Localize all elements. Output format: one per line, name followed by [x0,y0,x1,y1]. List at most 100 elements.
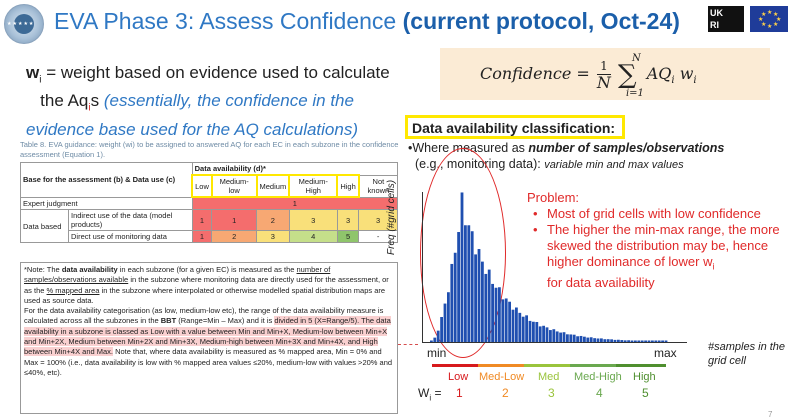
cell: 3 [358,209,398,231]
range-segment-low [432,364,478,367]
range-segment-med-low [478,364,524,367]
histogram-bar [542,325,545,342]
histogram-bar [552,329,556,342]
histogram-bar [651,340,654,342]
histogram-bar [569,334,573,342]
weight-5: 5 [642,386,649,400]
histogram-bar [661,340,664,342]
slide-title: EVA Phase 3: Assess Confidence (current … [54,8,680,34]
cell: 2 [211,230,258,243]
cell: 5 [336,230,360,243]
col-medium: Medium [255,174,291,198]
weights-label: Wi = [418,386,442,403]
range-segment-high [616,364,666,367]
problem-title: Problem: [527,190,580,205]
histogram-bar [532,321,535,342]
histogram-bar [487,269,491,342]
histogram-bar [440,317,443,342]
weight-3: 3 [548,386,555,400]
weight-4: 4 [596,386,603,400]
histogram-bar [494,287,498,342]
histogram-bar [610,339,613,342]
col-not-known: Not known [358,174,398,198]
histogram-bar [586,337,590,342]
histogram-bar [498,287,501,342]
histogram-bar [436,330,440,342]
histogram-bar [477,249,481,342]
histogram-bar [572,334,576,342]
histogram-bar [559,332,562,342]
range-segment-med-high [570,364,616,367]
histogram-bar [640,340,644,342]
table-header-top: Data availability (d)* [191,162,399,176]
cell: 3 [288,209,338,231]
histogram-bar [470,231,474,342]
histogram-bar [501,299,505,342]
histogram-bar [593,338,596,342]
histogram-bar [596,338,600,342]
problem-box: Problem: Most of grid cells with low con… [527,190,794,291]
histogram [430,192,668,342]
histogram-bar [545,327,549,342]
problem-bullet: The higher the min-max range, the more s… [533,222,794,291]
histogram-bar [464,225,467,342]
cell: 1 [191,230,213,243]
histogram-bar [647,340,651,342]
category-low: Low [448,371,469,383]
row-label-indirect: Indirect use of the data (model products… [68,209,193,231]
histogram-bar [457,232,460,342]
histogram-bar [491,283,494,342]
histogram-bar [515,307,518,342]
histogram-bar [589,337,593,342]
x-axis-label: #samples in the grid cell [708,341,786,367]
cell-expert: 1 [191,196,399,210]
dashed-connector [398,344,418,345]
cell: 4 [288,230,338,243]
page-number: 7 [768,410,773,419]
histogram-bar [484,273,488,342]
histogram-bar [603,339,607,342]
histogram-bar [508,301,511,342]
histogram-bar [511,309,515,342]
table-header-left: Base for the assessment (b) & Data use (… [20,162,193,198]
y-axis-label: Freq (#grid cells) [386,179,397,255]
classification-text: •Where measured as number of samples/obs… [408,141,725,171]
weight-definition: wi = weight based on evidence used to ca… [26,63,390,139]
axis-max-label: max [654,346,677,360]
row-label-expert: Expert judgment [20,196,193,210]
col-medium-high: Medium-High [288,174,339,198]
category-high: High [633,371,656,383]
histogram-bar [637,340,641,342]
histogram-bar [535,321,539,342]
histogram-bar [528,320,532,342]
cell: 3 [256,230,290,243]
range-segment-med [524,364,570,367]
histogram-bar [630,340,634,342]
cell: 1 [191,209,213,231]
table-note: *Note: The data availability in each sub… [20,262,398,414]
cell: 2 [256,209,290,231]
histogram-bar [433,337,437,342]
histogram-bar [430,340,433,342]
cell: - [358,230,398,243]
histogram-bar [481,261,484,342]
col-medium-low: Medium-low [210,174,258,198]
col-high: High [336,174,360,198]
histogram-bar [654,340,658,342]
histogram-bar [474,254,477,342]
histogram-bar [562,332,566,342]
category-med-high: Med-High [574,371,622,383]
histogram-bar [664,340,668,342]
weight-table: Base for the assessment (b) & Data use (… [20,162,399,243]
weight-2: 2 [502,386,509,400]
eu-flag-logo: ★ ★ ★ ★ ★ ★ ★ ★ [750,6,788,32]
histogram-bar [521,316,525,342]
cell: 3 [336,209,360,231]
histogram-bar [555,331,559,342]
weight-1: 1 [456,386,463,400]
ukri-logo: UK RI [708,6,744,32]
project-logo: ★★★★★ [4,4,44,44]
cell: 1 [211,209,258,231]
histogram-bar [579,335,583,342]
